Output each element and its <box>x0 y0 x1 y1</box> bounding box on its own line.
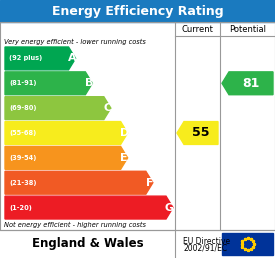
Polygon shape <box>5 147 128 169</box>
Text: B: B <box>85 78 93 88</box>
Text: Current: Current <box>182 25 213 34</box>
Text: (1-20): (1-20) <box>9 205 32 211</box>
Text: 55: 55 <box>192 126 210 140</box>
Bar <box>0 230 275 258</box>
Text: EU Directive: EU Directive <box>183 237 230 246</box>
Text: Potential: Potential <box>229 25 266 34</box>
Bar <box>0 22 275 230</box>
Text: A: A <box>68 53 76 63</box>
Polygon shape <box>5 171 153 194</box>
Text: (69-80): (69-80) <box>9 105 37 111</box>
Text: D: D <box>120 128 129 138</box>
Text: (39-54): (39-54) <box>9 155 36 161</box>
Text: Energy Efficiency Rating: Energy Efficiency Rating <box>52 4 223 18</box>
Polygon shape <box>222 72 273 95</box>
Text: (55-68): (55-68) <box>9 130 36 136</box>
Polygon shape <box>5 72 92 95</box>
Text: (21-38): (21-38) <box>9 180 37 186</box>
Text: Very energy efficient - lower running costs: Very energy efficient - lower running co… <box>4 39 146 45</box>
Text: 81: 81 <box>242 77 260 90</box>
Polygon shape <box>177 122 218 144</box>
Text: Not energy efficient - higher running costs: Not energy efficient - higher running co… <box>4 222 146 228</box>
Text: 2002/91/EC: 2002/91/EC <box>183 244 227 253</box>
Polygon shape <box>5 47 76 70</box>
Text: (81-91): (81-91) <box>9 80 37 86</box>
Polygon shape <box>5 196 173 219</box>
Text: (92 plus): (92 plus) <box>9 55 42 61</box>
Text: G: G <box>165 203 174 213</box>
Bar <box>222 233 273 255</box>
Text: England & Wales: England & Wales <box>32 238 143 251</box>
Text: C: C <box>103 103 111 113</box>
Text: E: E <box>120 153 128 163</box>
Text: F: F <box>145 178 153 188</box>
Polygon shape <box>5 122 128 144</box>
Bar <box>0 0 275 22</box>
Polygon shape <box>5 97 111 119</box>
